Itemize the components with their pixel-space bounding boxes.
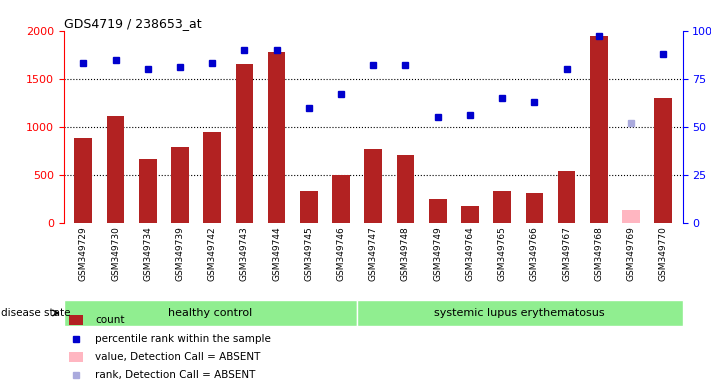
Text: GSM349765: GSM349765 (498, 227, 507, 281)
Bar (64, 300, 357, 326)
Bar (525, 194, 543, 223)
Bar (203, 131, 221, 223)
Text: GSM349729: GSM349729 (79, 227, 88, 281)
Bar (268, 52, 286, 223)
Bar (357, 300, 683, 326)
Bar (107, 116, 124, 223)
Text: GSM349745: GSM349745 (304, 227, 314, 281)
Bar (397, 155, 415, 223)
Text: GSM349744: GSM349744 (272, 227, 281, 281)
Bar (590, 36, 608, 223)
Bar (622, 210, 640, 223)
Bar (365, 149, 382, 223)
Text: GSM349766: GSM349766 (530, 227, 539, 281)
Text: GSM349734: GSM349734 (143, 227, 152, 281)
Text: GSM349770: GSM349770 (658, 227, 668, 281)
Bar (69, 352, 82, 362)
Text: GSM349748: GSM349748 (401, 227, 410, 281)
Bar (139, 159, 156, 223)
Bar (493, 190, 511, 223)
Text: systemic lupus erythematosus: systemic lupus erythematosus (434, 308, 605, 318)
Bar (235, 65, 253, 223)
Bar (557, 171, 575, 223)
Bar (654, 98, 672, 223)
Text: GSM349749: GSM349749 (433, 227, 442, 281)
Text: percentile rank within the sample: percentile rank within the sample (95, 334, 271, 344)
Text: value, Detection Call = ABSENT: value, Detection Call = ABSENT (95, 352, 260, 362)
Text: GSM349743: GSM349743 (240, 227, 249, 281)
Text: healthy control: healthy control (169, 308, 252, 318)
Bar (69, 315, 82, 326)
Text: disease state: disease state (1, 308, 70, 318)
Text: GDS4719 / 238653_at: GDS4719 / 238653_at (64, 17, 202, 30)
Text: GSM349769: GSM349769 (626, 227, 636, 281)
Bar (332, 175, 350, 223)
Bar (429, 199, 447, 223)
Bar (171, 147, 189, 223)
Text: rank, Detection Call = ABSENT: rank, Detection Call = ABSENT (95, 370, 255, 380)
Text: GSM349767: GSM349767 (562, 227, 571, 281)
Text: GSM349742: GSM349742 (208, 227, 217, 281)
Text: GSM349764: GSM349764 (466, 227, 474, 281)
Bar (75, 138, 92, 223)
Text: GSM349746: GSM349746 (336, 227, 346, 281)
Text: count: count (95, 315, 124, 325)
Bar (300, 191, 318, 223)
Text: GSM349768: GSM349768 (594, 227, 604, 281)
Text: GSM349730: GSM349730 (111, 227, 120, 281)
Text: GSM349739: GSM349739 (176, 227, 184, 281)
Bar (461, 207, 479, 223)
Text: GSM349747: GSM349747 (369, 227, 378, 281)
